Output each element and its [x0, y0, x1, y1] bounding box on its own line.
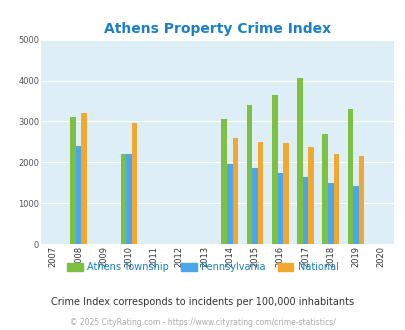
Bar — [221, 119, 226, 244]
Bar — [252, 169, 257, 244]
Bar — [70, 117, 75, 244]
Bar — [296, 79, 302, 244]
Bar — [81, 113, 87, 244]
Bar — [352, 186, 358, 244]
Bar — [277, 173, 282, 244]
Bar — [226, 164, 232, 244]
Bar — [126, 154, 131, 244]
Bar — [347, 109, 352, 244]
Bar — [322, 134, 327, 244]
Bar — [327, 183, 333, 244]
Bar — [246, 105, 252, 244]
Bar — [358, 156, 363, 244]
Bar — [232, 138, 238, 244]
Bar — [333, 154, 338, 244]
Bar — [307, 147, 313, 244]
Bar — [75, 146, 81, 244]
Title: Athens Property Crime Index: Athens Property Crime Index — [103, 22, 330, 36]
Bar — [302, 177, 307, 244]
Text: © 2025 CityRating.com - https://www.cityrating.com/crime-statistics/: © 2025 CityRating.com - https://www.city… — [70, 318, 335, 327]
Text: Crime Index corresponds to incidents per 100,000 inhabitants: Crime Index corresponds to incidents per… — [51, 297, 354, 307]
Bar — [257, 142, 263, 244]
Bar — [120, 154, 126, 244]
Legend: Athens Township, Pennsylvania, National: Athens Township, Pennsylvania, National — [63, 258, 342, 276]
Bar — [271, 95, 277, 244]
Bar — [282, 143, 288, 244]
Bar — [131, 123, 137, 244]
